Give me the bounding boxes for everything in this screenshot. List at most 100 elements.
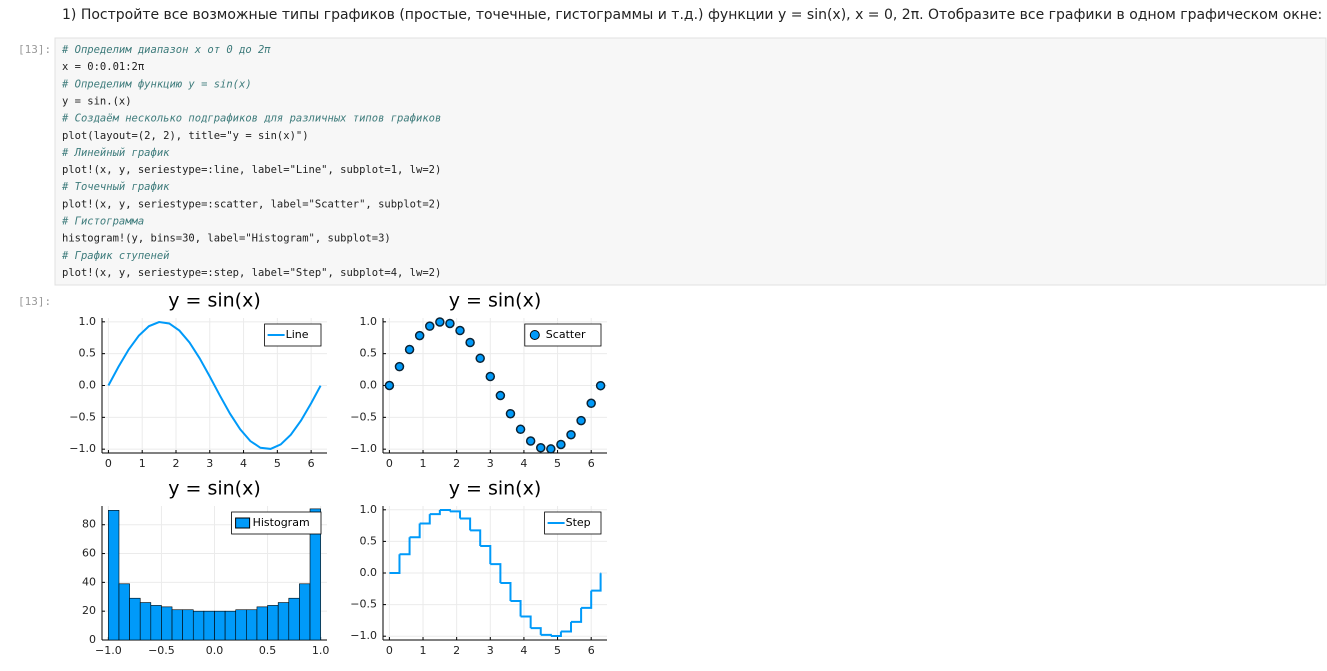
scatter-point	[595, 380, 606, 391]
scatter-point	[384, 380, 395, 391]
scatter-point	[485, 371, 496, 382]
step-segment	[520, 615, 532, 629]
y-tick-label: 60	[82, 547, 96, 560]
y-tick-label: −0.5	[350, 410, 377, 423]
y-tick-label: 1.0	[360, 315, 378, 328]
x-tick-label: 2	[453, 457, 460, 470]
legend-label: Step	[566, 516, 591, 529]
y-tick-label: 1.0	[79, 315, 97, 328]
chart-title: y = sin(x)	[168, 478, 261, 500]
x-tick-label: 0.5	[259, 644, 277, 657]
step-segment	[540, 633, 552, 636]
y-tick-label: 80	[82, 518, 96, 531]
step-segment	[399, 537, 411, 556]
histogram-bar	[203, 610, 215, 641]
histogram-bar	[277, 602, 290, 641]
y-tick-label: −0.5	[350, 598, 377, 611]
step-segment	[439, 508, 451, 512]
histogram-bar	[139, 602, 152, 641]
x-tick-label: 0	[386, 457, 393, 470]
x-tick-label: 5	[554, 644, 561, 657]
input-prompt: [13]:	[18, 43, 51, 56]
step-segment	[560, 621, 573, 633]
legend-box	[264, 323, 322, 347]
y-tick-label: 20	[82, 604, 96, 617]
x-tick-label: 3	[206, 457, 213, 470]
x-tick-label: 2	[453, 644, 460, 657]
code-line: plot(layout=(2, 2), title="y = sin(x)")	[62, 130, 309, 142]
y-tick-label: 0.0	[360, 379, 378, 392]
step-segment	[571, 607, 583, 623]
y-tick-label: 40	[82, 575, 96, 588]
legend-label: Scatter	[546, 328, 586, 341]
y-tick-label: 0	[89, 633, 96, 646]
x-tick-label: 5	[554, 457, 561, 470]
code-line: # Создаём несколько подграфиков для разл…	[61, 113, 441, 125]
code-line: x = 0:0.01:2π	[62, 61, 145, 73]
y-tick-label: −1.0	[350, 629, 377, 642]
scatter-point	[525, 436, 536, 446]
scatter-point	[515, 424, 526, 435]
scatter-point	[576, 415, 586, 426]
histogram-bar	[129, 597, 141, 641]
histogram-bar	[214, 610, 226, 641]
histogram-bar	[192, 610, 205, 641]
x-tick-label: 4	[520, 457, 527, 470]
histogram-bar	[235, 609, 247, 641]
scatter-point	[425, 321, 435, 331]
histogram-bar	[182, 609, 194, 641]
y-tick-label: −1.0	[350, 442, 377, 455]
histogram-bar	[309, 508, 321, 641]
y-tick-label: −0.5	[69, 410, 96, 423]
step-segment	[429, 509, 441, 516]
y-tick-label: 0.0	[79, 379, 97, 392]
step-segment	[581, 590, 593, 609]
code-cell[interactable]	[54, 37, 1327, 286]
step-segment	[480, 545, 492, 565]
x-tick-label: 4	[520, 644, 527, 657]
scatter-point	[566, 429, 576, 440]
code-line: plot!(x, y, seriestype=:step, label="Ste…	[62, 267, 441, 279]
x-tick-label: 3	[487, 457, 494, 470]
scatter-point	[414, 330, 425, 341]
legend-box	[544, 511, 602, 535]
code-line: # Точечный график	[61, 181, 170, 193]
code-line: histogram!(y, bins=30, label="Histogram"…	[62, 233, 391, 245]
scatter-point	[435, 317, 445, 327]
x-tick-label: 1	[420, 644, 427, 657]
histogram-bar	[150, 605, 162, 641]
code-line: # Определим диапазон x от 0 до 2π	[61, 44, 271, 56]
y-tick-label: 0.5	[360, 534, 378, 547]
histogram-bar	[246, 609, 258, 641]
scatter-point	[475, 353, 485, 364]
y-tick-label: −1.0	[69, 442, 96, 455]
y-tick-label: 1.0	[360, 503, 378, 516]
step-segment	[550, 631, 562, 637]
scatter-point	[394, 361, 405, 372]
legend-box	[524, 323, 602, 347]
histogram-bar	[256, 606, 268, 641]
scatter-point	[586, 398, 596, 409]
step-segment	[389, 554, 401, 574]
scatter-point	[404, 344, 415, 355]
code-line: plot!(x, y, seriestype=:line, label="Lin…	[62, 164, 441, 176]
step-segment	[449, 510, 462, 519]
x-tick-label: 0	[105, 457, 112, 470]
histogram-bar	[171, 609, 183, 641]
x-tick-label: 1.0	[312, 644, 330, 657]
x-tick-label: 6	[588, 457, 595, 470]
code-line: # Гистограмма	[61, 216, 144, 228]
x-tick-label: −0.5	[148, 644, 175, 657]
y-tick-label: 0.0	[360, 566, 378, 579]
histogram-bar	[299, 583, 311, 641]
legend-marker	[235, 517, 251, 529]
step-segment	[419, 514, 431, 525]
output-prompt: [13]:	[18, 295, 51, 308]
step-segment	[409, 523, 421, 539]
legend-label: Histogram	[253, 516, 310, 529]
x-tick-label: 1	[139, 457, 146, 470]
x-tick-label: 0	[386, 644, 393, 657]
legend-box	[231, 511, 322, 535]
code-line: plot!(x, y, seriestype=:scatter, label="…	[62, 198, 441, 210]
line-series	[107, 320, 322, 450]
